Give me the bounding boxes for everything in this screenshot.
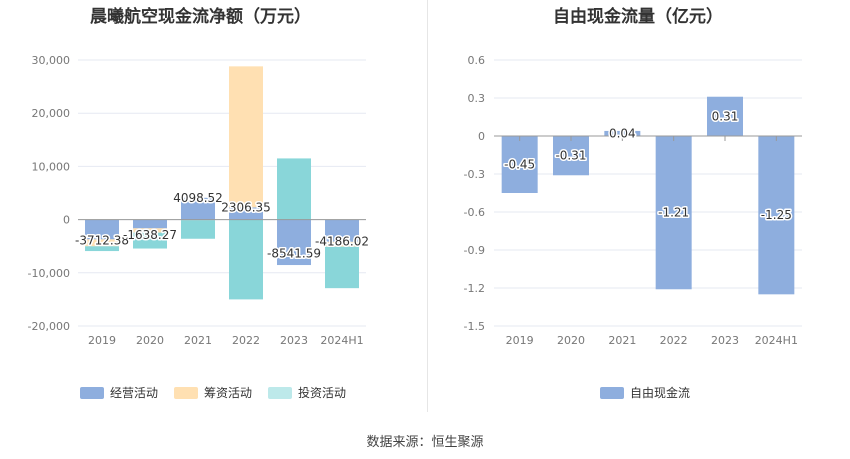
left-bar-operating <box>325 219 359 242</box>
legend-item-fcf[interactable]: 自由现金流 <box>600 384 690 401</box>
left-bar-investing <box>229 219 263 300</box>
legend-item-operating[interactable]: 经营活动 <box>80 384 158 401</box>
right-y-tick-label: 0.3 <box>468 92 486 105</box>
left-data-label: -4186.02 <box>315 235 369 249</box>
right-x-tick-label: 2020 <box>557 334 585 347</box>
right-bar-fcf <box>707 96 743 136</box>
right-y-tick-label: -0.9 <box>464 244 485 257</box>
left-x-tick-label: 2020 <box>136 334 164 347</box>
left-x-tick-label: 2024H1 <box>320 334 363 347</box>
legend-label-financing: 筹资活动 <box>204 386 253 400</box>
left-bar-operating <box>133 219 167 229</box>
right-x-tick-label: 2021 <box>608 334 636 347</box>
right-x-tick-label: 2019 <box>506 334 534 347</box>
left-y-tick-label: 0 <box>63 214 70 227</box>
left-y-tick-label: -10,000 <box>28 267 70 280</box>
right-x-tick-label: 2023 <box>711 334 739 347</box>
legend-label-investing: 投资活动 <box>298 386 347 400</box>
left-data-label: 4098.52 <box>173 191 223 205</box>
left-data-label: -1638.27 <box>123 228 177 242</box>
left-bar-operating <box>181 197 215 220</box>
left-y-tick-label: -20,000 <box>28 320 70 333</box>
left-x-tick-label: 2019 <box>88 334 116 347</box>
left-y-tick-label: 10,000 <box>32 160 71 173</box>
right-legend: 自由现金流 <box>600 384 690 401</box>
right-data-label: -0.31 <box>555 149 586 163</box>
right-bar-fcf <box>553 136 589 176</box>
right-data-label: -0.45 <box>504 158 535 172</box>
right-bar-fcf <box>758 136 795 295</box>
right-y-tick-label: -0.6 <box>464 206 485 219</box>
left-x-tick-label: 2023 <box>280 334 308 347</box>
data-source-label: 数据来源：恒生聚源 <box>366 435 484 450</box>
right-chart-title: 自由现金流量（亿元） <box>553 7 723 27</box>
legend-label-fcf: 自由现金流 <box>630 386 691 400</box>
left-bar-operating <box>229 207 263 220</box>
left-bar-investing <box>181 220 215 239</box>
right-y-tick-label: -1.2 <box>464 282 485 295</box>
right-y-tick-label: 0.6 <box>468 54 486 67</box>
right-y-tick-label: -0.3 <box>464 168 485 181</box>
panel-divider <box>427 0 428 412</box>
legend-swatch-fcf <box>600 386 624 399</box>
left-bar-financing <box>133 228 167 233</box>
left-bar-investing <box>85 246 119 252</box>
left-chart-title: 晨曦航空现金流净额（万元） <box>90 7 311 27</box>
left-data-label: -8541.59 <box>267 246 321 260</box>
legend-item-investing[interactable]: 投资活动 <box>268 384 346 401</box>
right-data-label: -1.25 <box>761 208 792 222</box>
left-legend: 经营活动 筹资活动 投资活动 <box>80 384 346 401</box>
legend-swatch-operating <box>80 386 104 399</box>
left-y-tick-label: 20,000 <box>32 107 71 120</box>
right-y-tick-label: 0 <box>478 130 485 143</box>
right-bar-fcf <box>501 136 538 193</box>
legend-swatch-financing <box>174 386 199 399</box>
left-bar-operating <box>277 219 311 266</box>
right-data-label: 0.31 <box>712 109 739 123</box>
right-data-label: -1.21 <box>658 206 689 220</box>
right-bar-fcf <box>604 130 641 136</box>
left-data-label: 2306.35 <box>221 200 271 214</box>
left-bar-investing <box>133 232 167 249</box>
left-x-tick-label: 2022 <box>232 334 260 347</box>
left-y-tick-label: 30,000 <box>32 54 71 67</box>
legend-swatch-investing <box>268 386 293 399</box>
right-x-tick-label: 2024H1 <box>755 334 798 347</box>
right-x-tick-label: 2022 <box>660 334 688 347</box>
left-bar-investing <box>325 246 359 289</box>
left-data-label: -3712.38 <box>75 233 129 247</box>
left-bar-financing <box>229 66 263 208</box>
left-bar-financing <box>85 239 119 247</box>
left-bar-financing <box>325 241 359 247</box>
legend-label-operating: 经营活动 <box>110 386 159 400</box>
legend-item-financing[interactable]: 筹资活动 <box>174 384 252 401</box>
right-bar-fcf <box>655 136 692 290</box>
left-bar-operating <box>85 219 119 240</box>
right-y-tick-label: -1.5 <box>464 320 485 333</box>
left-x-tick-label: 2021 <box>184 334 212 347</box>
left-bar-investing <box>277 158 311 220</box>
right-data-label: 0.04 <box>609 126 636 140</box>
